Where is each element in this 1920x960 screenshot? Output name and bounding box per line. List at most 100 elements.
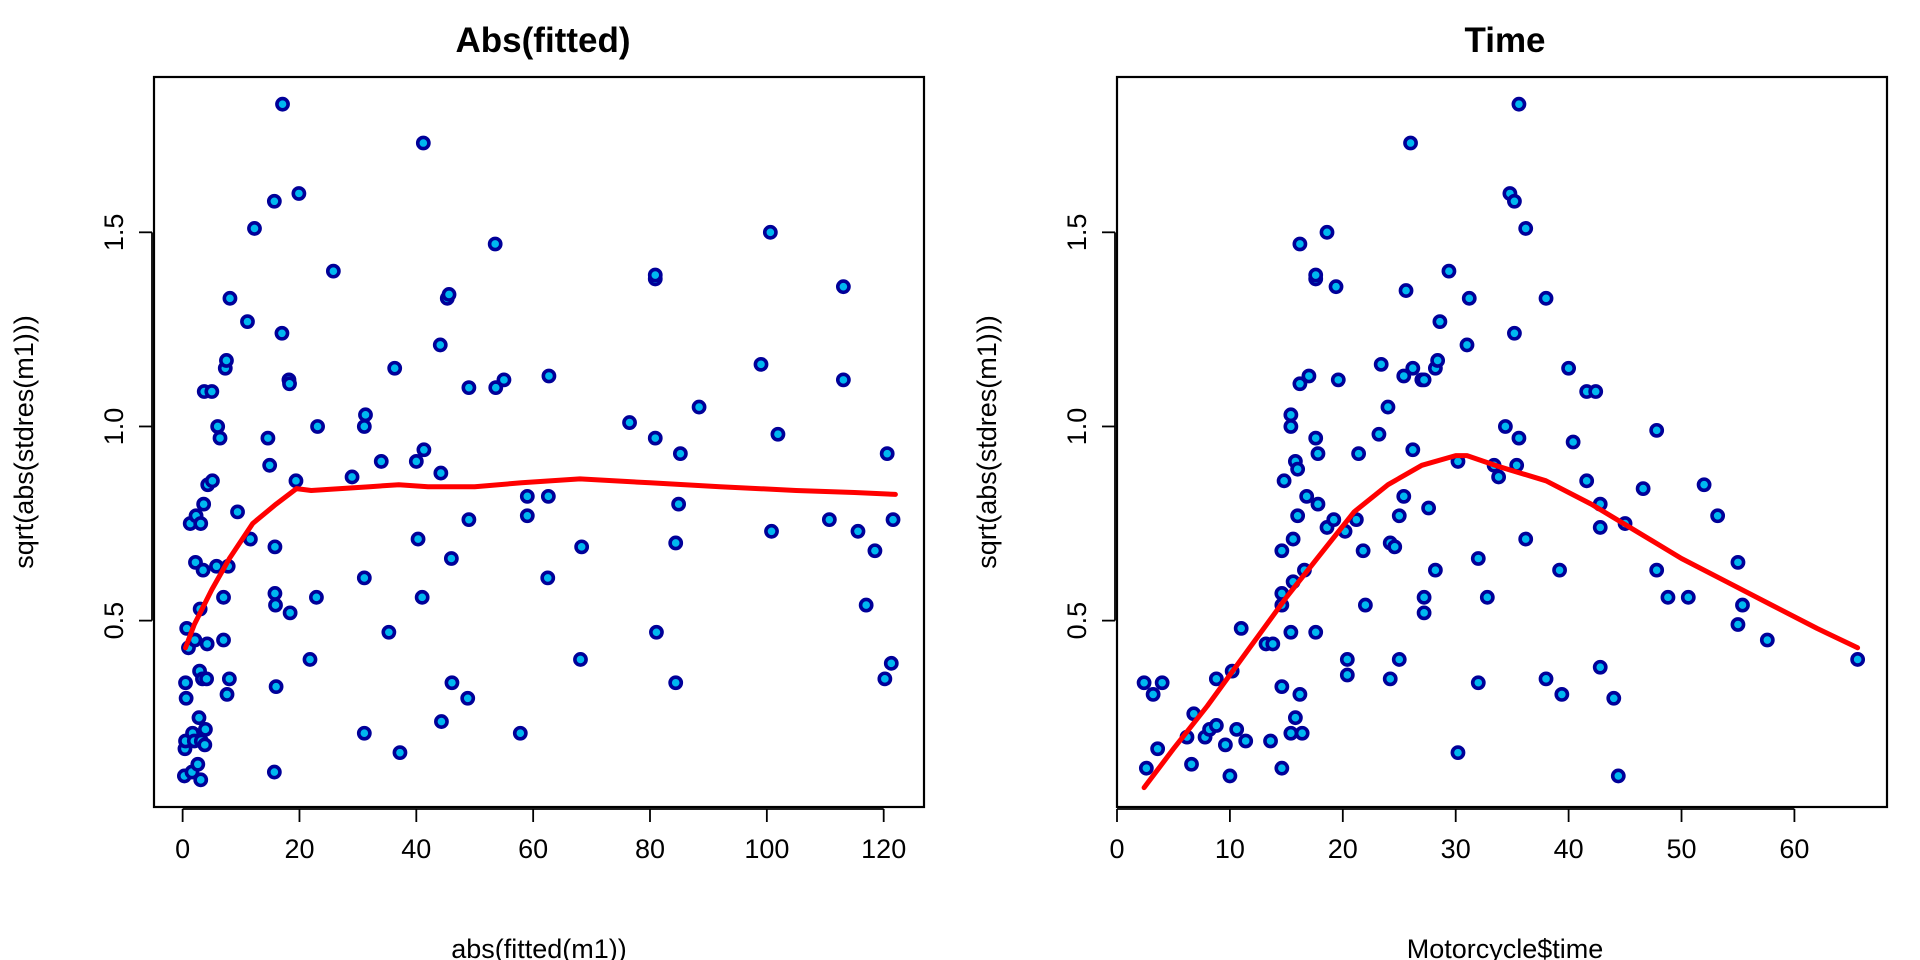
data-point	[1301, 368, 1317, 384]
data-point	[1357, 597, 1373, 613]
data-point	[191, 710, 207, 726]
data-point	[858, 597, 874, 613]
data-point	[1263, 733, 1278, 749]
data-point	[540, 570, 556, 586]
data-point	[1308, 624, 1324, 640]
data-point	[199, 636, 215, 652]
data-point	[1518, 531, 1534, 547]
data-point	[1208, 718, 1224, 733]
data-point	[1588, 384, 1604, 399]
data-point	[1154, 675, 1170, 691]
data-point	[1283, 624, 1299, 640]
data-point	[1432, 314, 1448, 330]
ticks-right: 0 10 20 30 40 50 60 0.5 1.0 1.5	[1062, 214, 1809, 864]
data-point	[1507, 325, 1522, 341]
data-point	[1319, 224, 1335, 240]
data-point	[288, 473, 304, 489]
data-point	[487, 236, 503, 252]
data-point	[219, 353, 234, 368]
data-point	[1283, 407, 1299, 423]
data-point	[1229, 721, 1245, 737]
data-point	[1396, 488, 1412, 504]
data-point	[414, 589, 430, 605]
x-tick-label: 40	[1554, 834, 1584, 864]
data-point	[433, 465, 449, 481]
data-point	[1579, 473, 1595, 489]
data-point	[1518, 221, 1534, 236]
lowess-smooth-line	[183, 476, 898, 651]
data-point	[1479, 589, 1495, 605]
data-point	[460, 690, 476, 706]
data-point	[835, 372, 851, 388]
x-tick-label: 100	[744, 834, 789, 864]
data-point	[222, 290, 238, 306]
data-point	[879, 446, 895, 462]
x-tick-label: 0	[175, 834, 190, 864]
data-point	[282, 605, 298, 621]
data-point	[441, 287, 457, 302]
data-point	[195, 562, 211, 578]
data-point	[671, 496, 687, 512]
data-point	[1222, 768, 1238, 784]
x-tick-label: 20	[284, 834, 314, 864]
data-point	[1274, 760, 1290, 776]
data-point	[519, 508, 535, 524]
data-point	[1326, 512, 1342, 528]
x-tick-label: 20	[1328, 834, 1358, 864]
data-point	[1491, 469, 1507, 485]
data-point	[764, 523, 779, 539]
data-point	[1459, 337, 1475, 353]
data-point	[373, 454, 389, 469]
data-point	[309, 589, 324, 605]
data-point	[178, 690, 194, 706]
data-point	[1274, 543, 1290, 559]
y-axis-label-right: sqrt(abs(stdres(m1)))	[972, 315, 1002, 569]
data-point	[210, 419, 226, 434]
data-point	[1328, 279, 1344, 295]
data-point	[356, 725, 372, 741]
data-point	[496, 372, 512, 388]
data-point	[1592, 520, 1608, 535]
data-point	[1507, 193, 1522, 209]
data-point	[291, 186, 307, 201]
data-point	[266, 193, 282, 209]
data-point	[1649, 562, 1665, 578]
data-point	[1396, 368, 1412, 384]
data-point	[1710, 508, 1726, 524]
data-point	[1208, 671, 1224, 687]
data-point	[1538, 671, 1554, 687]
data-point	[1441, 263, 1457, 279]
data-point	[205, 473, 220, 489]
data-point	[219, 686, 235, 702]
data-point	[1391, 652, 1407, 667]
data-point	[1285, 531, 1301, 547]
data-point	[647, 267, 663, 283]
data-point	[835, 279, 851, 295]
data-point	[461, 380, 477, 396]
data-point	[649, 624, 664, 640]
data-point	[302, 652, 318, 667]
data-point	[1450, 745, 1466, 761]
panel-abs-fitted: Abs(fitted) abs(fitted(m1)) sqrt(abs(std…	[9, 21, 926, 960]
data-point	[1292, 686, 1308, 702]
data-point	[1299, 488, 1315, 504]
data-point	[1759, 632, 1775, 648]
data-point	[1470, 551, 1486, 566]
data-point	[1339, 652, 1355, 667]
x-tick-label: 60	[1779, 834, 1809, 864]
data-point	[434, 714, 449, 729]
data-point	[541, 368, 557, 384]
data-point	[877, 671, 893, 687]
chart-title-left: Abs(fitted)	[456, 21, 631, 60]
data-point	[574, 539, 590, 555]
y-tick-label: 1.5	[99, 214, 129, 252]
y-axis-label-left: sqrt(abs(stdres(m1)))	[9, 315, 39, 569]
data-point	[1339, 667, 1355, 683]
data-point	[344, 469, 360, 485]
data-point	[268, 597, 283, 613]
data-point	[392, 745, 408, 761]
data-point	[1470, 675, 1486, 691]
data-point	[415, 135, 431, 151]
data-point	[573, 652, 588, 667]
data-point	[512, 725, 528, 741]
